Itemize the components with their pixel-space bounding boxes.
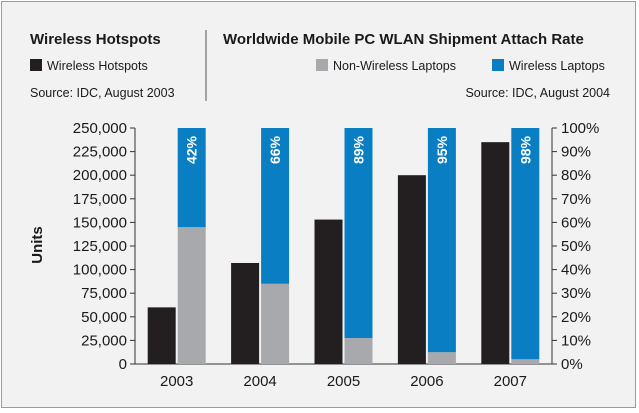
y2-tick-label: 20% xyxy=(561,309,591,326)
y-tick-label: 175,000 xyxy=(73,191,127,208)
chart-panel: Wireless Hotspots Worldwide Mobile PC WL… xyxy=(1,1,636,408)
bar-non-wireless-2004 xyxy=(261,283,290,364)
legend-swatch-non-wireless xyxy=(316,59,328,71)
bar-non-wireless-2007 xyxy=(511,359,540,364)
bar-non-wireless-2003 xyxy=(177,227,206,364)
source-right: Source: IDC, August 2004 xyxy=(465,86,610,100)
legend-label-non-wireless: Non-Wireless Laptops xyxy=(333,59,456,73)
bar-hotspots-2007 xyxy=(481,142,510,364)
bar-hotspots-2006 xyxy=(397,175,426,364)
data-label-2003: 42% xyxy=(184,135,200,164)
bar-non-wireless-2006 xyxy=(427,352,456,364)
y2-tick-label: 90% xyxy=(561,144,591,161)
bar-wireless-2003 xyxy=(177,128,206,228)
plot-area: 0 25,000 50,000 75,000 100,000 125,000 150,000… xyxy=(73,120,600,390)
y2-tick-label: 10% xyxy=(561,332,591,349)
legend-swatch-hotspots xyxy=(30,59,42,71)
x-tick-label-2004: 2004 xyxy=(243,373,276,390)
data-label-2005: 89% xyxy=(351,135,367,164)
y-tick-label: 150,000 xyxy=(73,214,127,231)
y2-tick-label: 80% xyxy=(561,167,591,184)
data-label-2007: 98% xyxy=(517,135,533,164)
bar-wireless-2005 xyxy=(344,128,373,339)
x-tick-label-2003: 2003 xyxy=(160,373,193,390)
y2-tick-label: 0% xyxy=(561,356,583,373)
y-axis-title: Units xyxy=(29,226,46,264)
y2-tick-label: 70% xyxy=(561,191,591,208)
bar-hotspots-2005 xyxy=(314,219,343,364)
y-tick-label: 25,000 xyxy=(81,332,127,349)
legend-swatch-wireless xyxy=(492,59,504,71)
left-panel-title: Wireless Hotspots xyxy=(30,31,161,48)
bar-wireless-2004 xyxy=(261,128,290,284)
source-left: Source: IDC, August 2003 xyxy=(30,86,175,100)
legend-label-hotspots: Wireless Hotspots xyxy=(47,59,148,73)
y-tick-label: 225,000 xyxy=(73,144,127,161)
data-label-2004: 66% xyxy=(267,135,283,164)
x-tick-label-2005: 2005 xyxy=(327,373,360,390)
x-tick-label-2007: 2007 xyxy=(494,373,527,390)
y2-tick-label: 30% xyxy=(561,285,591,302)
legend-label-wireless: Wireless Laptops xyxy=(509,59,605,73)
y2-tick-label: 40% xyxy=(561,262,591,279)
y-tick-label: 125,000 xyxy=(73,238,127,255)
y-tick-label: 75,000 xyxy=(81,285,127,302)
y-tick-label: 100,000 xyxy=(73,262,127,279)
bar-non-wireless-2005 xyxy=(344,338,373,364)
bar-wireless-2007 xyxy=(511,128,540,360)
y-tick-label: 0 xyxy=(119,356,127,373)
x-tick-label-2006: 2006 xyxy=(410,373,443,390)
y-tick-label: 200,000 xyxy=(73,167,127,184)
y-tick-label: 50,000 xyxy=(81,309,127,326)
y2-tick-label: 60% xyxy=(561,214,591,231)
bar-wireless-2006 xyxy=(427,128,456,353)
right-panel-title: Worldwide Mobile PC WLAN Shipment Attach… xyxy=(223,31,584,48)
bar-hotspots-2003 xyxy=(147,307,176,364)
bar-hotspots-2004 xyxy=(231,262,260,364)
y2-tick-label: 50% xyxy=(561,238,591,255)
y2-tick-label: 100% xyxy=(561,120,599,137)
data-label-2006: 95% xyxy=(434,135,450,164)
y-tick-label: 250,000 xyxy=(73,120,127,137)
